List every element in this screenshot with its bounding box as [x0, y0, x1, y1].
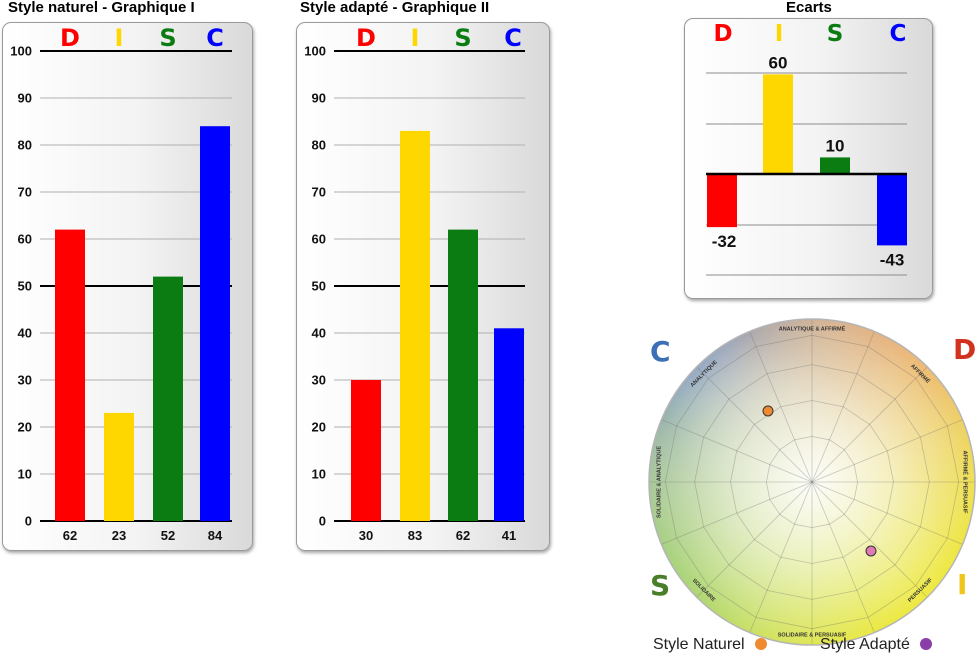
y-tick-label: 100 [304, 44, 326, 59]
ecart-bar-d [707, 174, 737, 228]
ecart-bar-c [877, 174, 907, 246]
category-label-i: I [411, 24, 420, 52]
legend-adapte-label: Style Adapté [820, 636, 910, 653]
value-label-i: 23 [112, 528, 126, 543]
wheel-corner-c: C [650, 335, 671, 368]
y-tick-label: 60 [312, 232, 326, 247]
legend-naturel: Style Naturel [653, 636, 767, 654]
value-label-d: 62 [63, 528, 77, 543]
style-naturel-marker [762, 405, 774, 417]
y-tick-label: 0 [319, 514, 326, 529]
y-tick-label: 40 [312, 326, 326, 341]
y-tick-label: 50 [312, 279, 326, 294]
category-label-s: S [454, 24, 471, 52]
category-label-i: I [115, 24, 124, 52]
wheel-sector-label: SOLIDAIRE & PERSUASIF [778, 632, 847, 638]
y-tick-label: 90 [312, 91, 326, 106]
bar-i [104, 412, 134, 521]
y-tick-label: 50 [18, 279, 32, 294]
y-tick-label: 30 [18, 373, 32, 388]
ecart-bar-i [763, 74, 793, 174]
value-label-c: 41 [502, 528, 516, 543]
category-label-s: S [159, 24, 176, 52]
y-tick-label: 90 [18, 91, 32, 106]
ecart-category-c: C [890, 21, 907, 47]
ecart-value-c: -43 [880, 250, 905, 269]
chart1-title: Style naturel - Graphique I [8, 0, 195, 16]
bar-c [494, 328, 524, 521]
ecart-category-i: I [775, 21, 784, 47]
ecart-value-s: 10 [826, 136, 845, 155]
y-tick-label: 30 [312, 373, 326, 388]
y-tick-label: 40 [18, 326, 32, 341]
bar-d [55, 229, 85, 521]
bar-s [153, 276, 183, 521]
value-label-c: 84 [208, 528, 223, 543]
legend-adapte-swatch [919, 638, 932, 650]
y-tick-label: 0 [25, 514, 32, 529]
y-tick-label: 70 [18, 185, 32, 200]
category-label-c: C [504, 24, 522, 52]
value-label-d: 30 [359, 528, 373, 543]
ecart-category-d: D [713, 21, 732, 47]
category-label-d: D [60, 24, 80, 52]
ecart-value-i: 60 [769, 53, 788, 72]
y-tick-label: 20 [312, 420, 326, 435]
y-tick-label: 100 [10, 44, 32, 59]
style-adapte-marker [865, 545, 877, 557]
bar-i [400, 130, 430, 521]
bar-c [200, 126, 230, 521]
wheel-corner-s: S [650, 569, 671, 602]
bar-s [448, 229, 478, 521]
ecarts-panel [684, 18, 933, 299]
ecart-bar-s [820, 157, 850, 174]
wheel-sector-label: AFFIRMÉ & PERSUASIF [962, 451, 970, 515]
wheel-corner-d: D [953, 333, 977, 366]
y-tick-label: 10 [312, 467, 326, 482]
wheel-sector-label: ANALYTIQUE & AFFIRMÉ [779, 324, 846, 332]
ecart-category-s: S [827, 21, 844, 47]
value-label-s: 62 [456, 528, 470, 543]
legend-naturel-label: Style Naturel [653, 636, 745, 653]
wheel-sector-label: SOLIDAIRE & ANALYTIQUE [656, 446, 662, 518]
y-tick-label: 70 [312, 185, 326, 200]
category-label-c: C [206, 24, 224, 52]
category-label-d: D [356, 24, 376, 52]
wheel-corner-i: I [957, 568, 968, 601]
value-label-i: 83 [408, 528, 422, 543]
ecart-value-d: -32 [712, 232, 737, 251]
y-tick-label: 80 [312, 138, 326, 153]
y-tick-label: 10 [18, 467, 32, 482]
legend-adapte: Style Adapté [820, 636, 932, 654]
y-tick-label: 20 [18, 420, 32, 435]
y-tick-label: 80 [18, 138, 32, 153]
legend-naturel-swatch [754, 638, 767, 650]
bar-d [351, 380, 381, 521]
y-tick-label: 60 [18, 232, 32, 247]
ecarts-title: Ecarts [786, 0, 832, 16]
chart2-title: Style adapté - Graphique II [300, 0, 490, 16]
value-label-s: 52 [161, 528, 175, 543]
